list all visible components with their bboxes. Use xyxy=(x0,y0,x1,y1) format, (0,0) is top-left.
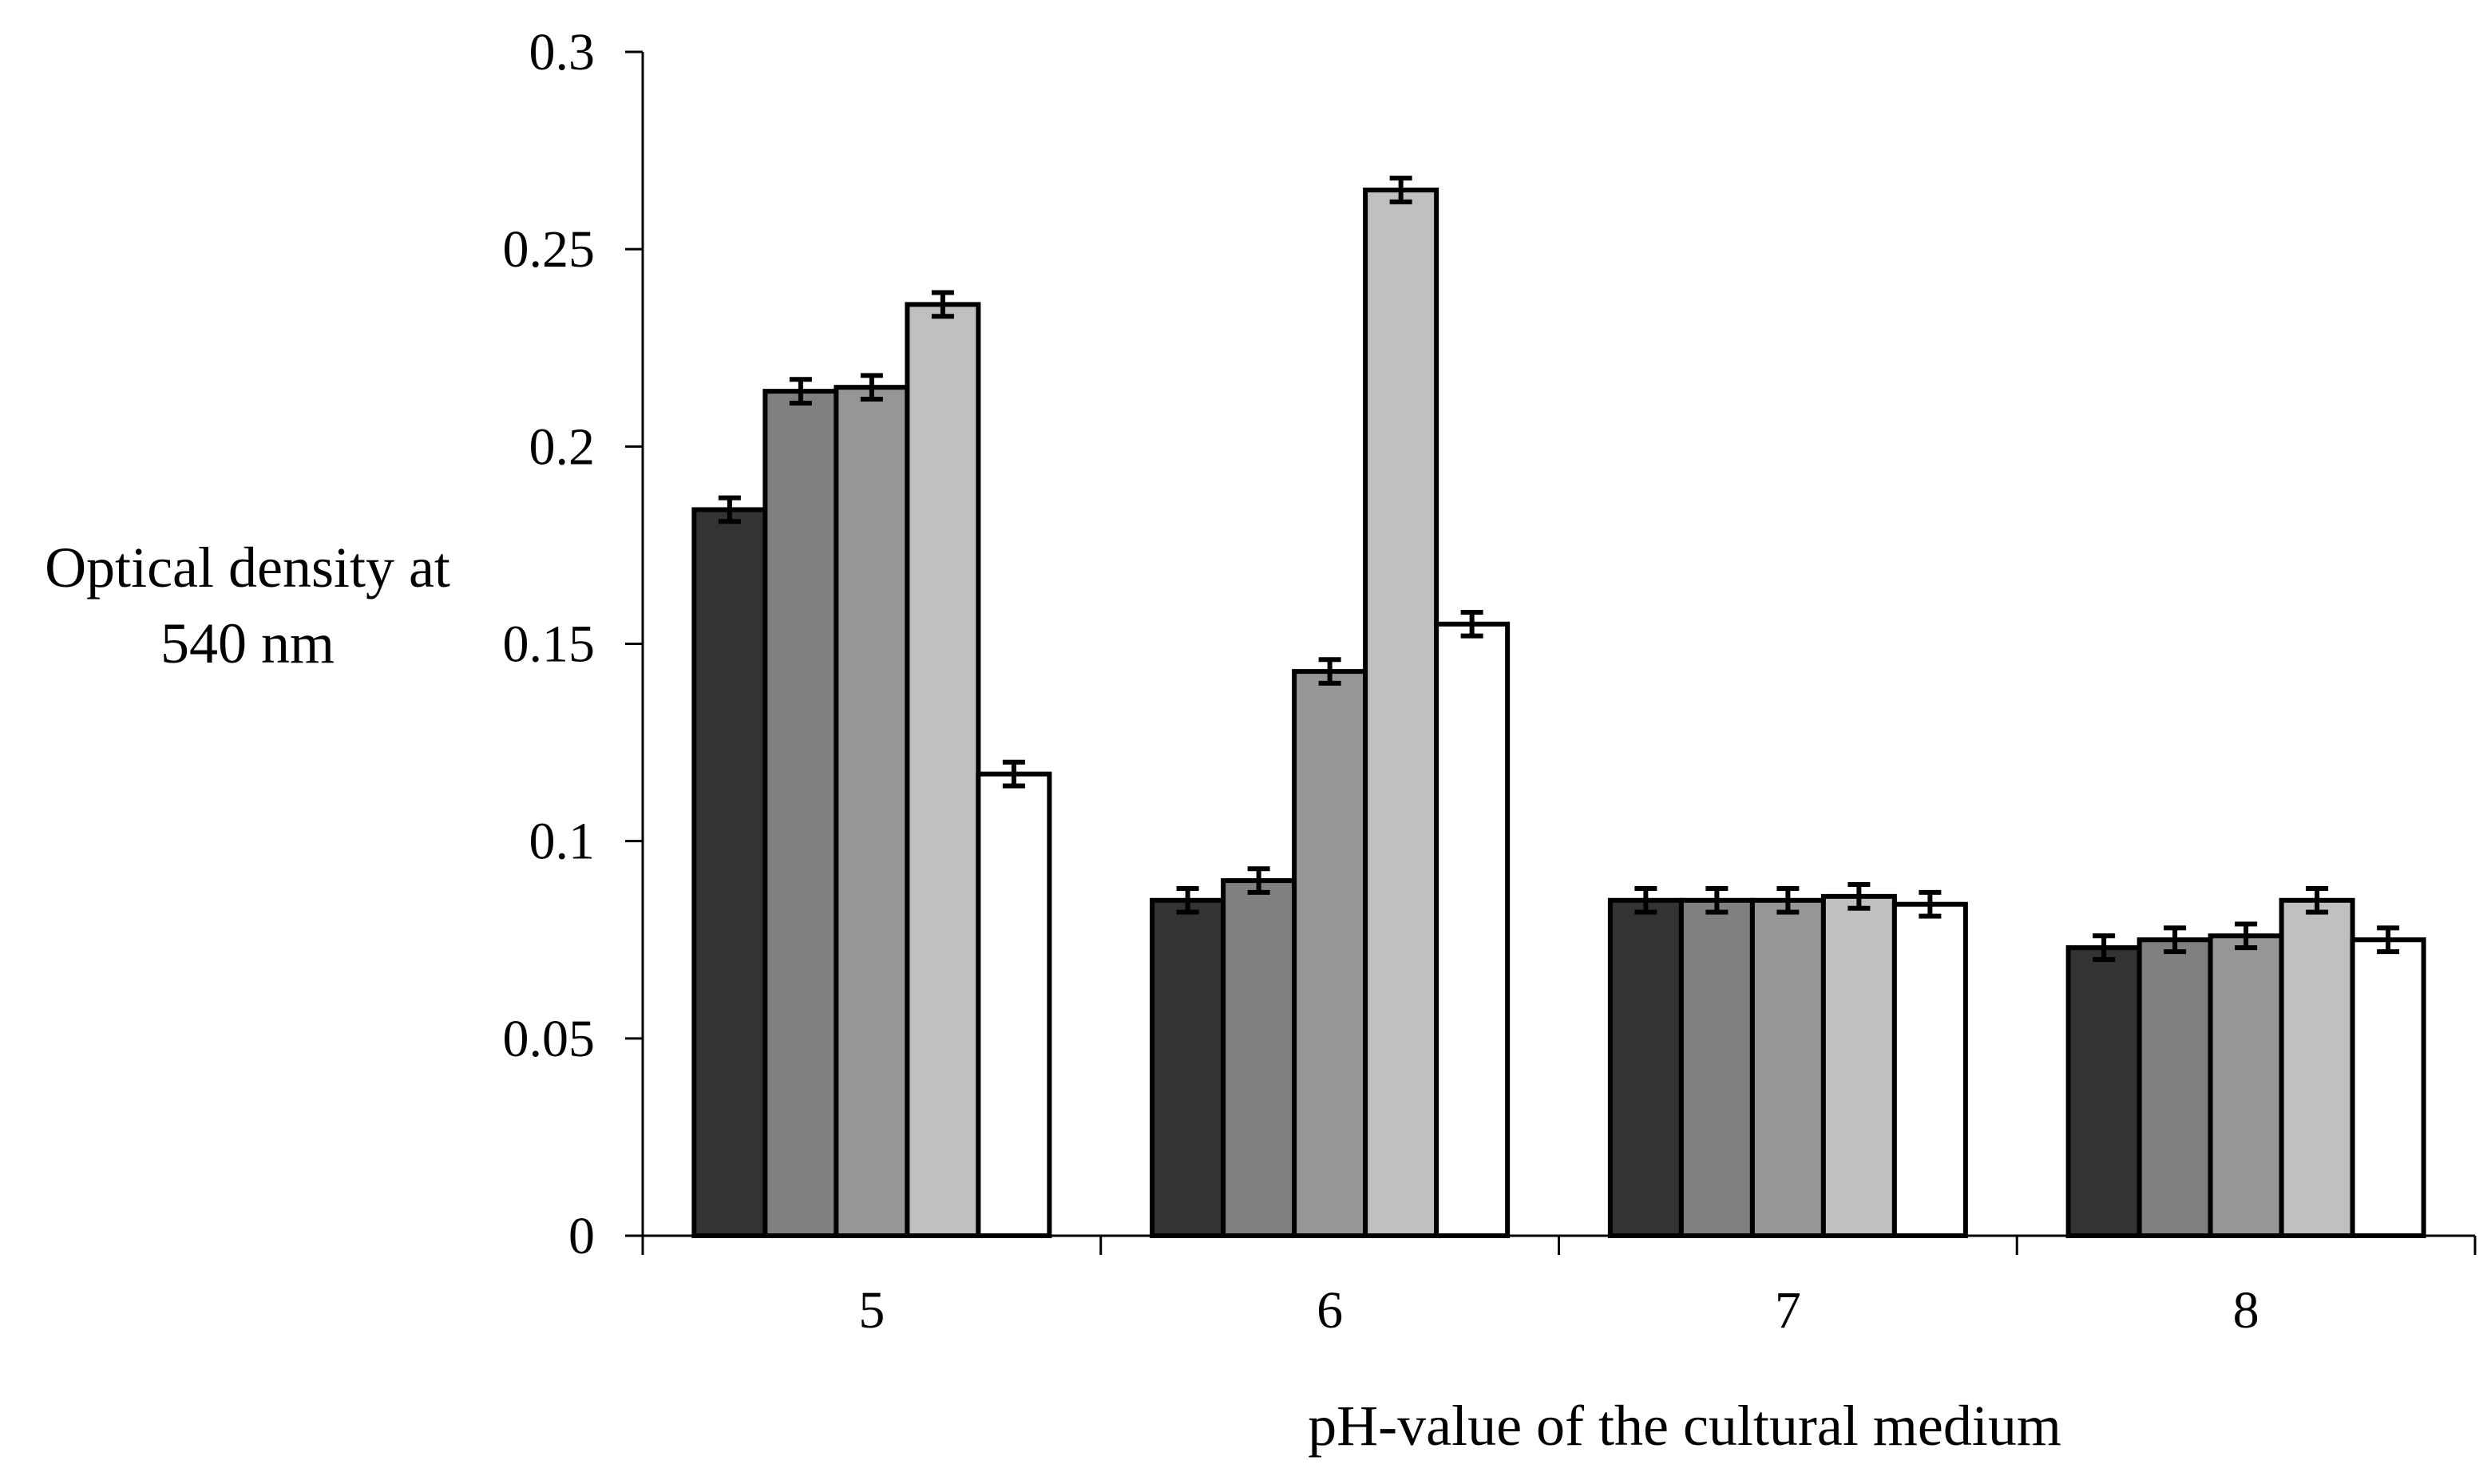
error-bar-series-5-ph-7 xyxy=(1919,889,1942,919)
y-axis-title-line-2: 540 nm xyxy=(160,611,335,675)
error-bar-series-3-ph-8 xyxy=(2235,921,2258,951)
bars-layer xyxy=(691,176,2426,1239)
error-bar-series-5-ph-8 xyxy=(2377,925,2400,955)
error-bar-series-4-ph-6 xyxy=(1389,176,1412,204)
error-bar-series-1-ph-7 xyxy=(1634,885,1657,915)
bar-series-5-ph-5 xyxy=(976,771,1052,1238)
error-bar-series-2-ph-8 xyxy=(2164,925,2187,955)
bar-series-3-ph-7 xyxy=(1749,897,1826,1238)
bar-series-1-ph-7 xyxy=(1607,897,1684,1238)
y-tick-label: 0.05 xyxy=(503,1010,596,1068)
bar-series-4-ph-8 xyxy=(2279,897,2355,1238)
bar-series-3-ph-5 xyxy=(834,385,910,1238)
error-bar-series-2-ph-7 xyxy=(1705,885,1729,915)
x-tick-label: 5 xyxy=(858,1281,885,1340)
bar-series-1-ph-6 xyxy=(1150,897,1226,1238)
bar-series-1-ph-5 xyxy=(691,507,768,1238)
bar-series-2-ph-8 xyxy=(2137,937,2213,1238)
bar-series-2-ph-6 xyxy=(1221,878,1297,1238)
y-tick-label: 0.1 xyxy=(529,813,596,871)
y-tick-label: 0.15 xyxy=(503,615,596,674)
error-bar-series-4-ph-7 xyxy=(1847,882,1871,911)
error-bar-series-2-ph-5 xyxy=(789,377,812,406)
error-bar-series-3-ph-6 xyxy=(1318,657,1341,686)
y-tick-label: 0.25 xyxy=(503,220,596,279)
error-bar-series-4-ph-5 xyxy=(931,290,954,319)
error-bar-series-1-ph-6 xyxy=(1176,885,1199,915)
bar-series-1-ph-8 xyxy=(2065,945,2142,1239)
bar-series-2-ph-5 xyxy=(762,389,839,1238)
error-bar-series-1-ph-8 xyxy=(2093,933,2116,962)
bar-series-5-ph-6 xyxy=(1434,621,1511,1238)
bar-series-4-ph-6 xyxy=(1363,188,1440,1238)
error-bar-series-3-ph-7 xyxy=(1776,885,1800,915)
bar-series-2-ph-7 xyxy=(1678,897,1755,1238)
bar-series-4-ph-5 xyxy=(905,302,981,1239)
bar-series-3-ph-8 xyxy=(2208,933,2284,1238)
bar-series-5-ph-8 xyxy=(2350,937,2426,1238)
bar-series-5-ph-7 xyxy=(1891,901,1968,1238)
bar-series-3-ph-6 xyxy=(1292,669,1368,1238)
y-tick-label: 0.3 xyxy=(529,23,596,81)
error-bar-series-3-ph-5 xyxy=(860,373,883,402)
bar-series-4-ph-7 xyxy=(1820,893,1897,1238)
error-bar-series-5-ph-6 xyxy=(1460,609,1483,639)
x-tick-label: 7 xyxy=(1775,1281,1801,1340)
error-bar-series-5-ph-5 xyxy=(1002,759,1025,789)
y-tick-label: 0.2 xyxy=(529,417,596,476)
error-bar-series-4-ph-8 xyxy=(2306,885,2329,915)
y-axis-title-line-1: Optical density at xyxy=(45,536,450,600)
x-tick-label: 8 xyxy=(2233,1281,2259,1340)
y-tick-label: 0 xyxy=(568,1207,595,1265)
labels-layer: 0 0.05 0.1 0.15 0.2 0.25 0.3 5 6 7 8 xyxy=(503,23,2259,1340)
axes-layer xyxy=(625,50,2477,1255)
error-bar-series-2-ph-6 xyxy=(1247,866,1270,895)
error-bar-series-1-ph-5 xyxy=(718,495,741,524)
x-axis-title: pH-value of the cultural medium xyxy=(1308,1394,2061,1458)
x-tick-label: 6 xyxy=(1317,1281,1343,1340)
